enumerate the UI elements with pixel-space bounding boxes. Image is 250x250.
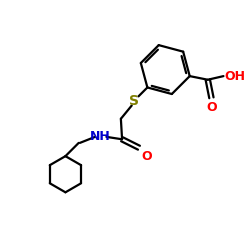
Text: NH: NH (90, 130, 111, 143)
Text: OH: OH (225, 70, 246, 82)
Text: O: O (141, 150, 152, 163)
Text: O: O (206, 101, 217, 114)
Text: S: S (129, 94, 139, 108)
